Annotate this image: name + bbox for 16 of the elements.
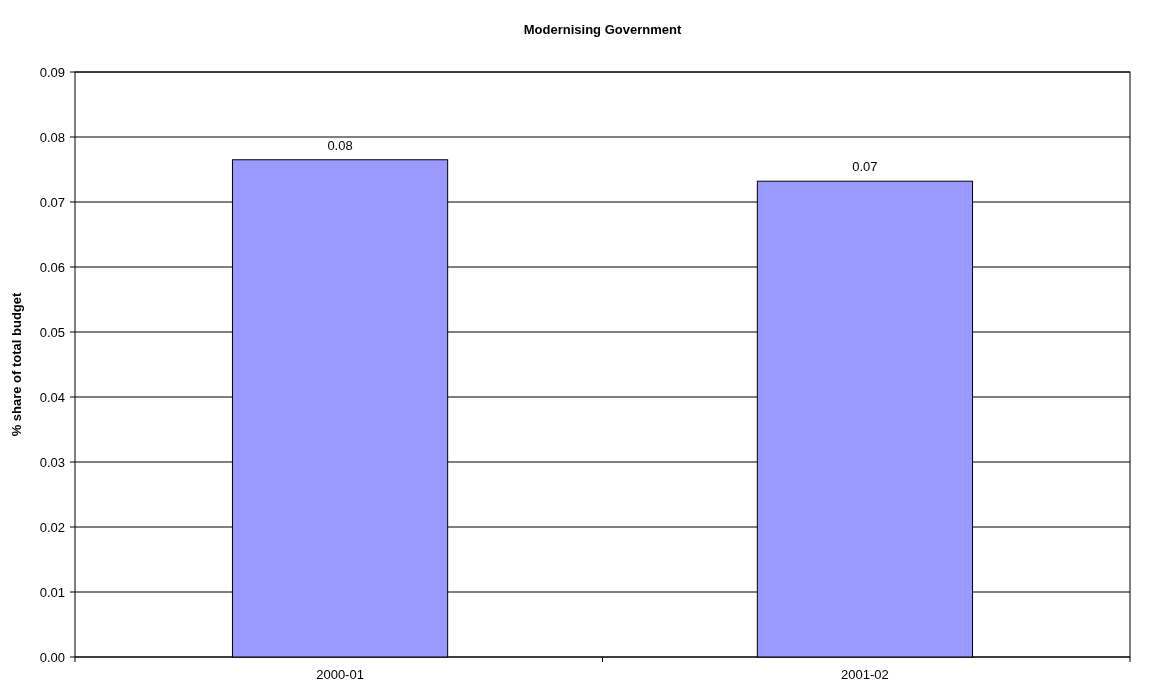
y-tick-label: 0.00 — [39, 649, 65, 665]
y-tick-label: 0.09 — [39, 64, 65, 80]
y-axis-title: % share of total budget — [9, 291, 24, 437]
y-tick-label: 0.01 — [39, 584, 65, 600]
y-tick-label: 0.04 — [39, 389, 65, 405]
y-tick-label: 0.07 — [39, 194, 65, 210]
y-tick-label: 0.02 — [39, 519, 65, 535]
y-tick-label: 0.06 — [39, 259, 65, 275]
data-label: 0.07 — [852, 159, 878, 175]
y-tick-label: 0.08 — [39, 129, 65, 145]
x-tick-label: 2001-02 — [841, 667, 889, 682]
y-tick-label: 0.03 — [39, 454, 65, 470]
data-label: 0.08 — [327, 137, 353, 153]
x-tick-label: 2000-01 — [316, 667, 364, 682]
chart-title: Modernising Government — [523, 22, 682, 37]
y-tick-label: 0.05 — [39, 324, 65, 340]
